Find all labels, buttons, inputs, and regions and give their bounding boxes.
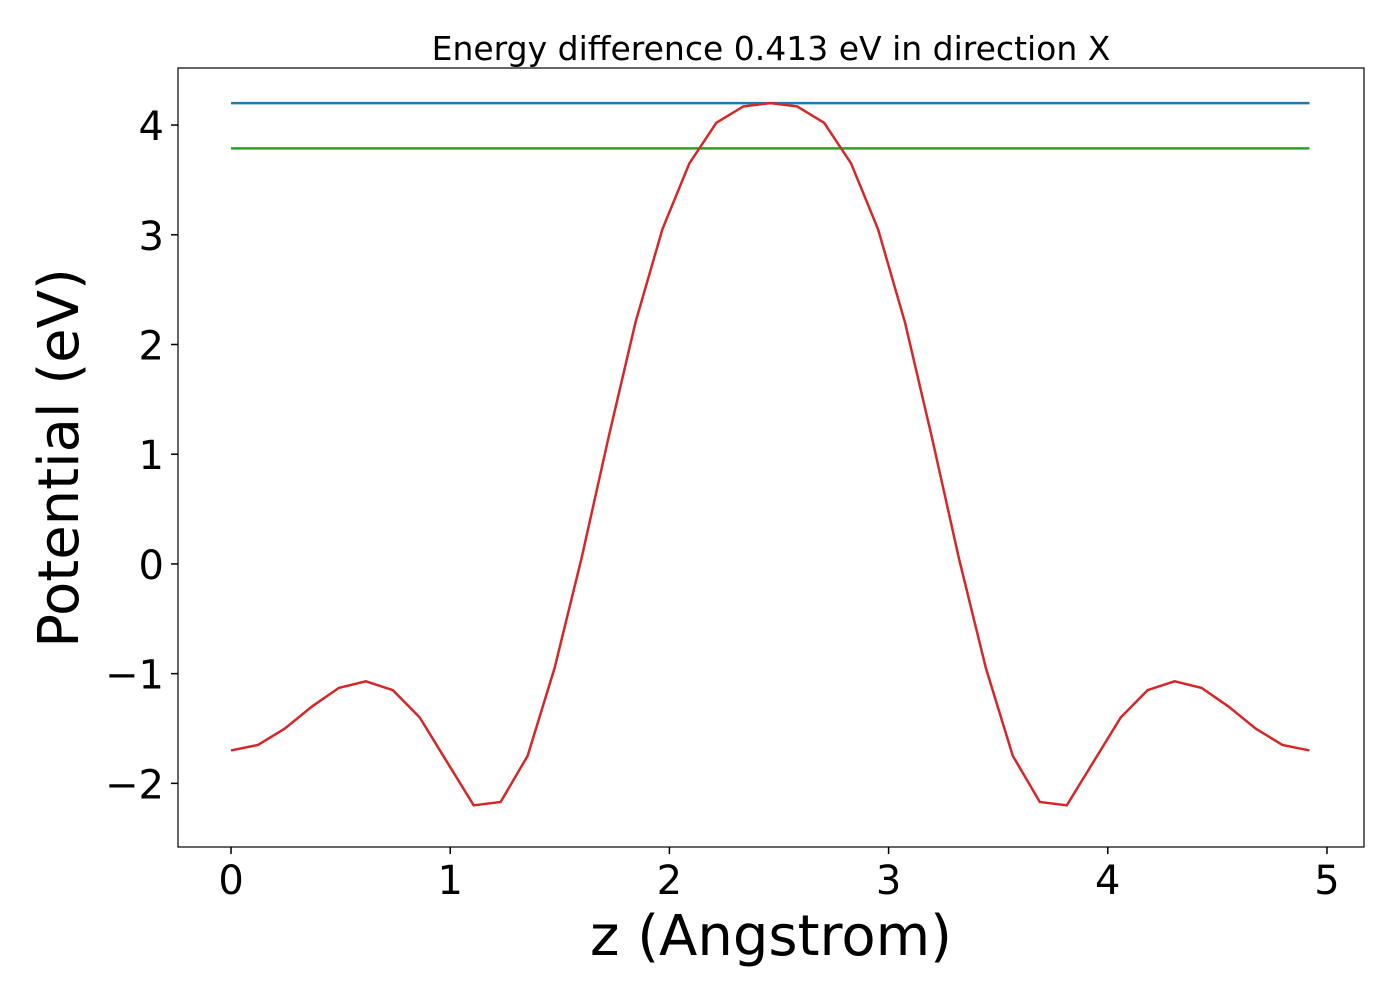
x-tick-label: 0 <box>218 858 243 904</box>
x-tick-label: 4 <box>1095 858 1120 904</box>
x-tick-label: 1 <box>437 858 462 904</box>
y-tick-label: 1 <box>139 433 164 479</box>
y-tick-label: −2 <box>105 762 164 808</box>
x-tick-label: 3 <box>876 858 901 904</box>
x-tick-label: 5 <box>1314 858 1339 904</box>
plot-frame <box>177 67 1365 848</box>
x-axis-label: z (Angstrom) <box>590 904 952 969</box>
y-tick-label: −1 <box>105 653 164 699</box>
line-series <box>230 101 1310 807</box>
y-tick-label: 4 <box>139 104 164 150</box>
y-axis-label: Potential (eV) <box>27 268 92 648</box>
y-tick-label: 0 <box>139 543 164 589</box>
x-tick-label: 2 <box>657 858 682 904</box>
y-tick-label: 3 <box>139 214 164 260</box>
y-tick-label: 2 <box>139 323 164 369</box>
chart-title: Energy difference 0.413 eV in direction … <box>432 29 1111 68</box>
